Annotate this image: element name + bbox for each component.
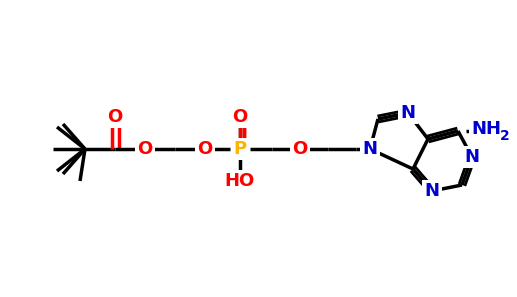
Text: O: O xyxy=(108,108,123,126)
Text: N: N xyxy=(362,140,377,158)
Text: N: N xyxy=(424,182,439,200)
Text: 2: 2 xyxy=(500,129,510,143)
Text: O: O xyxy=(138,140,153,158)
Text: HO: HO xyxy=(225,172,255,190)
Text: N: N xyxy=(464,148,479,166)
Text: O: O xyxy=(197,140,212,158)
Text: O: O xyxy=(232,108,248,126)
Text: O: O xyxy=(293,140,308,158)
Text: NH: NH xyxy=(471,120,501,138)
Text: P: P xyxy=(234,140,247,158)
Text: N: N xyxy=(401,104,416,122)
